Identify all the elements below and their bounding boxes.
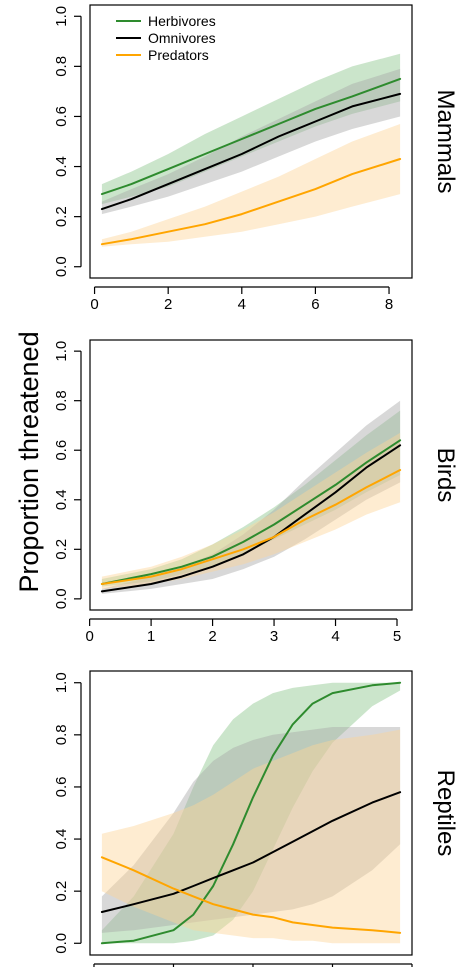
x-tick-label-birds: 0	[85, 628, 93, 645]
y-tick-label-mammals: 0.4	[53, 156, 70, 177]
panel-birds: 0.0 0.2 0.4 0.6 0.8 1.0 0 1 2 3 4 5 Birds	[53, 339, 459, 645]
y-tick-label-birds: 1.0	[53, 341, 70, 362]
band-reptiles-omnivores	[101, 727, 401, 933]
plot-area-birds	[100, 400, 402, 594]
line-reptiles-predators	[100, 856, 402, 934]
plot-frame-birds	[89, 339, 413, 611]
y-tick-label-mammals: 0.0	[53, 256, 70, 277]
line-mammals-omnivores	[100, 92, 402, 211]
panel-label-birds: Birds	[432, 448, 459, 503]
band-mammals-predators	[101, 124, 401, 247]
band-birds-herbivores	[101, 410, 401, 587]
line-reptiles-omnivores	[100, 791, 402, 913]
y-tick-label-reptiles: 0.4	[53, 829, 70, 850]
line-reptiles-herbivores	[100, 681, 402, 945]
y-tick-label-reptiles: 0.0	[53, 933, 70, 954]
y-tick-label-birds: 0.6	[53, 440, 70, 461]
line-mammals-herbivores	[100, 77, 402, 196]
y-tick-label-reptiles: 0.6	[53, 777, 70, 798]
y-tick-label-birds: 0.2	[53, 539, 70, 560]
y-tick-label-mammals: 1.0	[53, 6, 70, 27]
y-tick-label-reptiles: 0.2	[53, 881, 70, 902]
legend-label-herbivores: Herbivores	[148, 13, 216, 29]
x-tick-label-birds: 3	[270, 628, 278, 645]
legend-label-omnivores: Omnivores	[148, 30, 216, 46]
x-tick-label-birds: 1	[147, 628, 155, 645]
x-tick-label-mammals: 0	[90, 296, 98, 313]
plot-frame-reptiles	[89, 670, 413, 956]
plot-area-reptiles	[100, 681, 402, 945]
band-reptiles-herbivores	[101, 682, 401, 944]
x-tick-label-mammals: 6	[311, 296, 319, 313]
y-tick-label-reptiles: 0.8	[53, 724, 70, 745]
panel-label-reptiles: Reptiles	[432, 770, 459, 857]
y-tick-label-birds: 0.8	[53, 390, 70, 411]
plot-frame-mammals	[89, 4, 413, 279]
y-axis-title: Proportion threatened	[14, 331, 44, 592]
y-tick-label-mammals: 0.2	[53, 206, 70, 227]
plot-area-mammals	[100, 53, 402, 247]
band-birds-omnivores	[101, 400, 401, 594]
x-tick-label-mammals: 2	[164, 296, 172, 313]
x-tick-label-mammals: 8	[385, 296, 393, 313]
legend-label-predators: Predators	[148, 47, 209, 63]
line-mammals-predators	[100, 158, 402, 246]
y-tick-label-mammals: 0.8	[53, 56, 70, 77]
y-tick-label-reptiles: 1.0	[53, 672, 70, 693]
panel-label-mammals: Mammals	[432, 89, 459, 193]
y-tick-label-mammals: 0.6	[53, 106, 70, 127]
y-tick-label-birds: 0.0	[53, 588, 70, 609]
line-birds-predators	[100, 469, 402, 585]
y-tick-label-birds: 0.4	[53, 489, 70, 510]
line-birds-herbivores	[100, 439, 402, 585]
line-birds-omnivores	[100, 444, 402, 593]
chart-panels: 0.0 0.2 0.4 0.6 0.8 1.0 0 2 4 6 8 Mammals Herbivores…	[53, 4, 459, 967]
panel-reptiles: 0.00.20.40.60.81.0−20246Reptiles	[53, 670, 459, 967]
band-birds-predators	[101, 432, 401, 589]
panel-mammals: 0.0 0.2 0.4 0.6 0.8 1.0 0 2 4 6 8 Mammals Herbivores…	[53, 4, 459, 313]
x-tick-label-mammals: 4	[238, 296, 246, 313]
x-tick-label-birds: 2	[208, 628, 216, 645]
x-tick-label-birds: 4	[331, 628, 339, 645]
x-tick-label-birds: 5	[393, 628, 401, 645]
